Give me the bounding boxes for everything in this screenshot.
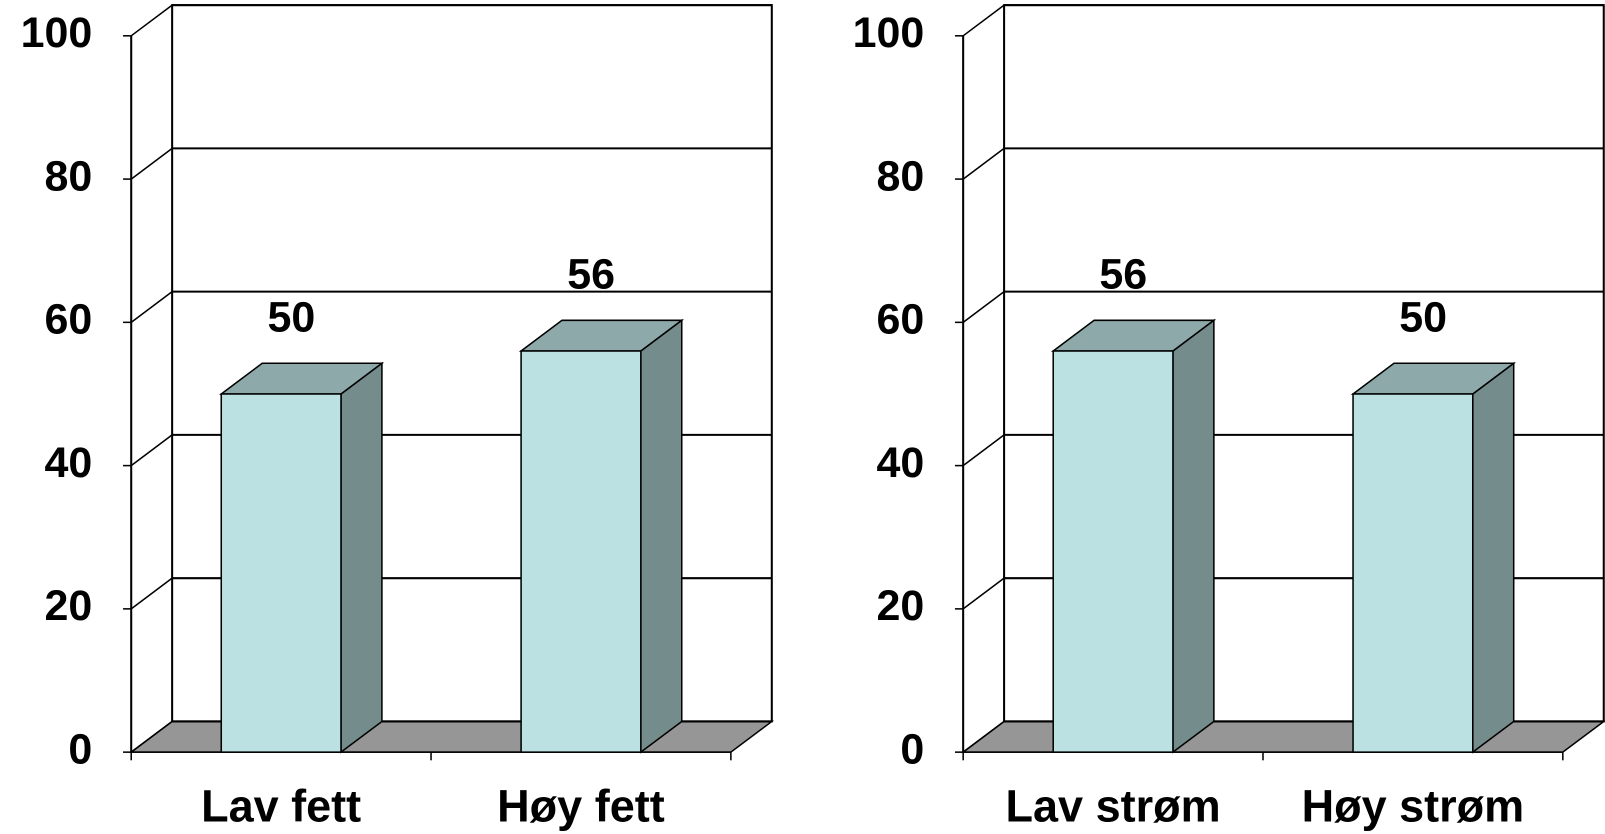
x-tick-label: Lav fett [201, 780, 361, 831]
side-grid-line [131, 578, 172, 609]
bar [1053, 351, 1173, 752]
value-label: 50 [1399, 294, 1447, 342]
x-tick-label: Høy strøm [1302, 780, 1525, 831]
side-grid-line [963, 5, 1004, 36]
y-tick-label: 100 [853, 9, 925, 57]
y-tick-label: 80 [876, 152, 924, 200]
charts: 0 20 40 60 80 100 50 Lav fett 56 Høy fett 0 20 40 60 8… [0, 0, 1605, 834]
y-tick-label: 20 [45, 582, 93, 630]
y-tick-label: 80 [45, 152, 93, 200]
side-grid-line [963, 435, 1004, 466]
page: 0 20 40 60 80 100 50 Lav fett 56 Høy fett 0 20 40 60 8… [0, 0, 1605, 834]
bar-side [641, 320, 682, 752]
value-label: 56 [567, 251, 615, 299]
side-grid-line [963, 292, 1004, 323]
x-tick-label: Lav strøm [1005, 780, 1220, 831]
y-tick-label: 20 [876, 582, 924, 630]
bar [1353, 394, 1473, 752]
y-tick-label: 60 [876, 296, 924, 344]
value-label: 50 [267, 294, 315, 342]
x-tick-label: Høy fett [497, 780, 665, 831]
value-label: 56 [1099, 251, 1147, 299]
y-tick-label: 0 [900, 725, 924, 773]
bar [221, 394, 341, 752]
side-grid-line [131, 5, 172, 36]
side-grid-line [131, 292, 172, 323]
chart-panel: 0 20 40 60 80 100 56 Lav strøm 50 Høy strøm [853, 5, 1604, 831]
y-tick-label: 40 [45, 439, 93, 487]
side-grid-line [131, 435, 172, 466]
y-tick-label: 40 [876, 439, 924, 487]
y-tick-label: 60 [45, 296, 93, 344]
bar-side [1473, 363, 1514, 752]
side-grid-line [963, 578, 1004, 609]
bar [521, 351, 641, 752]
side-grid-line [963, 148, 1004, 179]
side-grid-line [131, 148, 172, 179]
y-tick-label: 0 [68, 725, 92, 773]
chart-panel: 0 20 40 60 80 100 50 Lav fett 56 Høy fett [21, 5, 772, 831]
bar-side [1173, 320, 1214, 752]
bar-side [341, 363, 382, 752]
y-tick-label: 100 [21, 9, 93, 57]
